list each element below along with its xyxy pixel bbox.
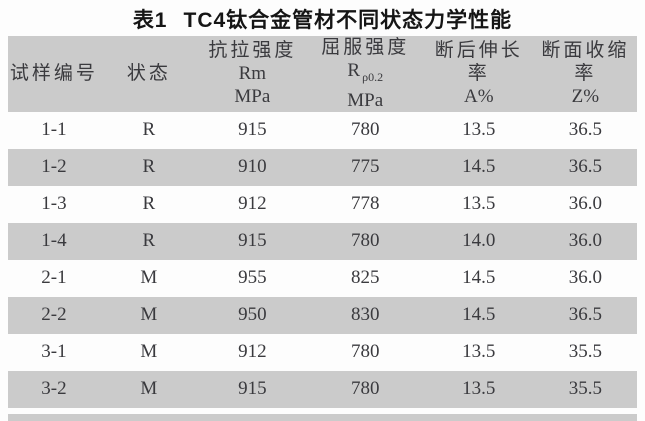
table-cell: 780 [350, 119, 380, 141]
column-header-3: 抗拉强度 Rm MPa [208, 40, 297, 108]
table-cell: 955 [238, 267, 267, 289]
table-cell: 3-1 [41, 341, 67, 363]
table-row: 2-1 M 955 825 14.5 36.0 [8, 260, 637, 297]
table-cell: 780 [350, 230, 380, 252]
column-header-2: 状态 [126, 63, 171, 85]
table-cell: 915 [238, 378, 267, 400]
table-cell: 912 [238, 341, 267, 363]
table-cell: 14.5 [462, 267, 496, 289]
table-row: 1-4 R 915 780 14.0 36.0 [8, 222, 637, 260]
table-cell: 36.0 [568, 230, 603, 252]
table-caption-label: 表1 [132, 9, 168, 32]
table-cell: 915 [238, 119, 267, 141]
table-cell: 3-2 [41, 378, 67, 400]
table-cell: M [140, 378, 158, 400]
table-cell: 910 [238, 156, 267, 178]
table-cell: M [140, 267, 158, 289]
table-cell: 36.5 [568, 119, 603, 141]
table-bottom-strip [8, 413, 637, 421]
table-cell: 14.5 [462, 156, 496, 178]
table-cell: 13.5 [462, 119, 496, 141]
table-cell: 915 [238, 230, 267, 252]
table-cell: 2-1 [41, 267, 67, 289]
table-cell: 2-2 [41, 304, 67, 326]
table-caption: 表1 TC4钛合金管材不同状态力学性能 [0, 2, 645, 36]
table-cell: 1-2 [41, 156, 67, 178]
column-header-6: 断面收缩率 Z% [541, 40, 630, 108]
table-cell: 1-4 [41, 230, 67, 252]
table-row: 1-2 R 910 775 14.5 36.5 [8, 148, 637, 186]
table-cell: 13.5 [462, 341, 496, 363]
table-cell: 14.5 [462, 304, 496, 326]
table-cell: R [142, 193, 156, 215]
table-cell: 14.0 [462, 230, 496, 252]
column-header-5: 断后伸长率 A% [434, 40, 523, 108]
table-row: 3-2 M 915 780 13.5 35.5 [8, 370, 637, 408]
column-header-1: 试样编号 [9, 63, 98, 85]
table-cell: 1-1 [41, 119, 67, 141]
table-cell: 780 [350, 378, 380, 400]
table-caption-title: TC4钛合金管材不同状态力学性能 [183, 9, 513, 32]
table-cell: R [142, 119, 156, 141]
table-cell: R [142, 230, 156, 252]
table-cell: 36.0 [568, 267, 603, 289]
table-row: 1-1 R 915 780 13.5 36.5 [8, 112, 637, 149]
table-cell: 950 [238, 304, 267, 326]
table-row: 2-2 M 950 830 14.5 36.5 [8, 296, 637, 334]
table-cell: 825 [350, 267, 380, 289]
table-row: 1-3 R 912 778 13.5 36.0 [8, 186, 637, 223]
table-cell: 36.5 [568, 156, 603, 178]
table-row: 3-1 M 912 780 13.5 35.5 [8, 334, 637, 371]
table-cell: 1-3 [41, 193, 67, 215]
table-cell: 35.5 [568, 341, 603, 363]
table-cell: 35.5 [568, 378, 603, 400]
table-cell: 36.5 [568, 304, 603, 326]
table-cell: 13.5 [462, 378, 496, 400]
table-cell: 775 [350, 156, 380, 178]
table-cell: R [142, 156, 156, 178]
table-cell: 780 [350, 341, 380, 363]
table-cell: M [140, 304, 158, 326]
table-cell: 778 [350, 193, 380, 215]
table-cell: 830 [350, 304, 380, 326]
table-cell: 13.5 [462, 193, 496, 215]
table-cell: M [140, 341, 158, 363]
table-cell: 912 [238, 193, 267, 215]
table-cell: 36.0 [568, 193, 603, 215]
